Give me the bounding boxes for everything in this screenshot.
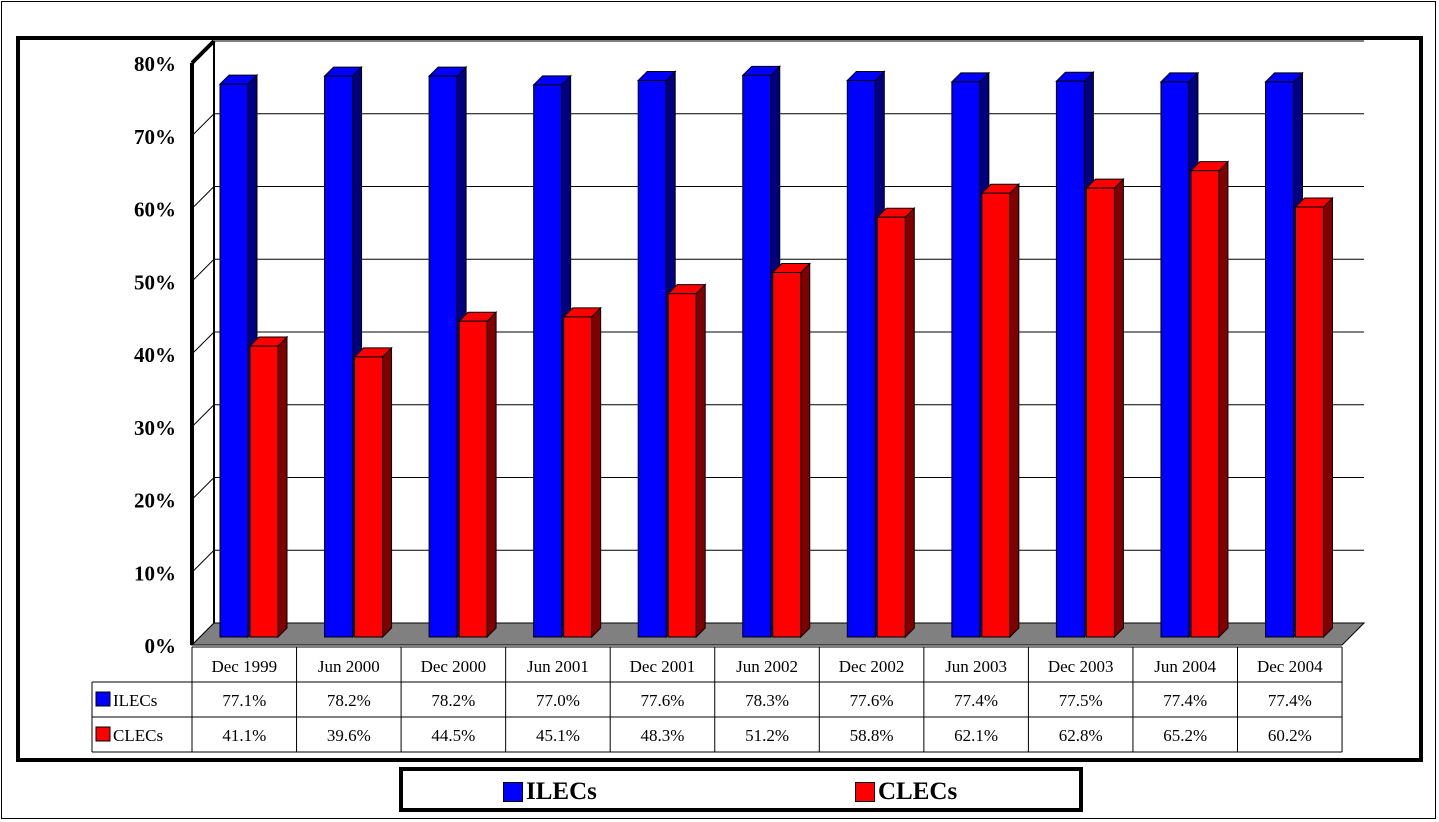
bar <box>249 345 279 638</box>
legend-item-clecs: CLECs <box>855 778 958 805</box>
bar <box>1160 81 1190 638</box>
bar <box>846 79 876 638</box>
bar <box>951 81 981 638</box>
x-tick-label: Dec 2003 <box>1048 657 1114 676</box>
data-label: 44.5% <box>431 726 475 745</box>
bar <box>637 79 667 638</box>
bar-side <box>486 311 497 639</box>
bar-side <box>591 306 602 639</box>
legend-swatch-ilecs <box>503 782 523 802</box>
bar <box>981 192 1011 638</box>
x-tick-label: Jun 2000 <box>318 657 380 676</box>
x-tick-label: Jun 2002 <box>736 657 798 676</box>
y-tick-label: 30% <box>134 416 176 440</box>
data-label: 48.3% <box>641 726 685 745</box>
data-label: 51.2% <box>745 726 789 745</box>
data-label: 39.6% <box>327 726 371 745</box>
bar <box>563 316 593 638</box>
bar-side <box>695 283 706 639</box>
x-tick-label: Dec 2004 <box>1257 657 1323 676</box>
data-label: 77.1% <box>222 691 266 710</box>
bar <box>1190 170 1220 638</box>
bar-side <box>382 346 393 639</box>
data-label: 77.4% <box>954 691 998 710</box>
y-tick-label: 80% <box>134 52 176 76</box>
data-label: 65.2% <box>1163 726 1207 745</box>
y-tick-label: 20% <box>134 489 176 513</box>
y-tick-label: 70% <box>134 125 176 149</box>
data-label: 60.2% <box>1268 726 1312 745</box>
side-wall-gridline <box>191 186 215 209</box>
y-tick-label: 0% <box>145 634 177 658</box>
legend-swatch-clecs <box>855 782 875 802</box>
side-wall-gridline <box>191 331 215 355</box>
bar-side <box>800 262 811 639</box>
bar <box>1085 187 1115 638</box>
data-label: 77.6% <box>641 691 685 710</box>
bar-side <box>1218 160 1229 639</box>
y-tick-label: 40% <box>134 343 176 367</box>
bar-side <box>277 335 288 639</box>
table-legend-swatch <box>95 691 111 707</box>
x-tick-label: Jun 2004 <box>1154 657 1216 676</box>
bar-side <box>1009 183 1020 639</box>
x-tick-label: Dec 2000 <box>421 657 487 676</box>
side-wall-gridline <box>191 258 215 282</box>
table-legend-swatch <box>95 726 111 742</box>
x-tick-label: Jun 2001 <box>527 657 589 676</box>
side-wall-gridline <box>191 113 215 137</box>
y-tick-label: 60% <box>134 198 176 222</box>
bar <box>219 83 249 638</box>
bar-side <box>1323 196 1333 639</box>
data-label: 77.0% <box>536 691 580 710</box>
data-label: 45.1% <box>536 726 580 745</box>
data-label: 77.4% <box>1268 691 1312 710</box>
table-series-label: CLECs <box>113 726 163 745</box>
bar <box>428 75 458 638</box>
data-label: 78.2% <box>327 691 371 710</box>
bar <box>354 356 384 638</box>
bar <box>876 216 906 638</box>
table-series-label: ILECs <box>113 691 157 710</box>
bar <box>1265 81 1294 638</box>
legend-label-ilecs: ILECs <box>526 778 597 805</box>
bar-side <box>904 207 915 639</box>
axis-top-edge <box>190 39 216 65</box>
bar-side <box>1113 177 1124 639</box>
legend: ILECs CLECs <box>399 767 1083 812</box>
x-tick-label: Dec 2002 <box>839 657 905 676</box>
side-wall-gridline <box>191 549 215 573</box>
bar <box>1295 206 1324 638</box>
side-wall-gridline <box>191 404 215 428</box>
data-label: 62.8% <box>1059 726 1103 745</box>
bar <box>1055 80 1085 638</box>
data-label: 41.1% <box>222 726 266 745</box>
bar <box>742 74 772 638</box>
x-tick-label: Dec 2001 <box>630 657 696 676</box>
data-label: 77.6% <box>850 691 894 710</box>
data-label: 58.8% <box>850 726 894 745</box>
bar <box>667 293 697 638</box>
x-tick-label: Jun 2003 <box>945 657 1007 676</box>
legend-item-ilecs: ILECs <box>503 778 597 805</box>
data-label: 77.5% <box>1059 691 1103 710</box>
bar <box>772 272 802 638</box>
chart-frame <box>16 36 1423 762</box>
bar <box>458 320 488 638</box>
data-label: 62.1% <box>954 726 998 745</box>
side-wall-gridline <box>191 477 215 500</box>
data-label: 78.2% <box>431 691 475 710</box>
x-tick-label: Dec 1999 <box>211 657 277 676</box>
y-tick-label: 10% <box>134 561 176 585</box>
data-label: 78.3% <box>745 691 789 710</box>
y-tick-label: 50% <box>134 270 176 294</box>
legend-label-clecs: CLECs <box>878 778 958 805</box>
data-label: 77.4% <box>1163 691 1207 710</box>
bar <box>324 75 354 638</box>
bar <box>533 84 563 638</box>
